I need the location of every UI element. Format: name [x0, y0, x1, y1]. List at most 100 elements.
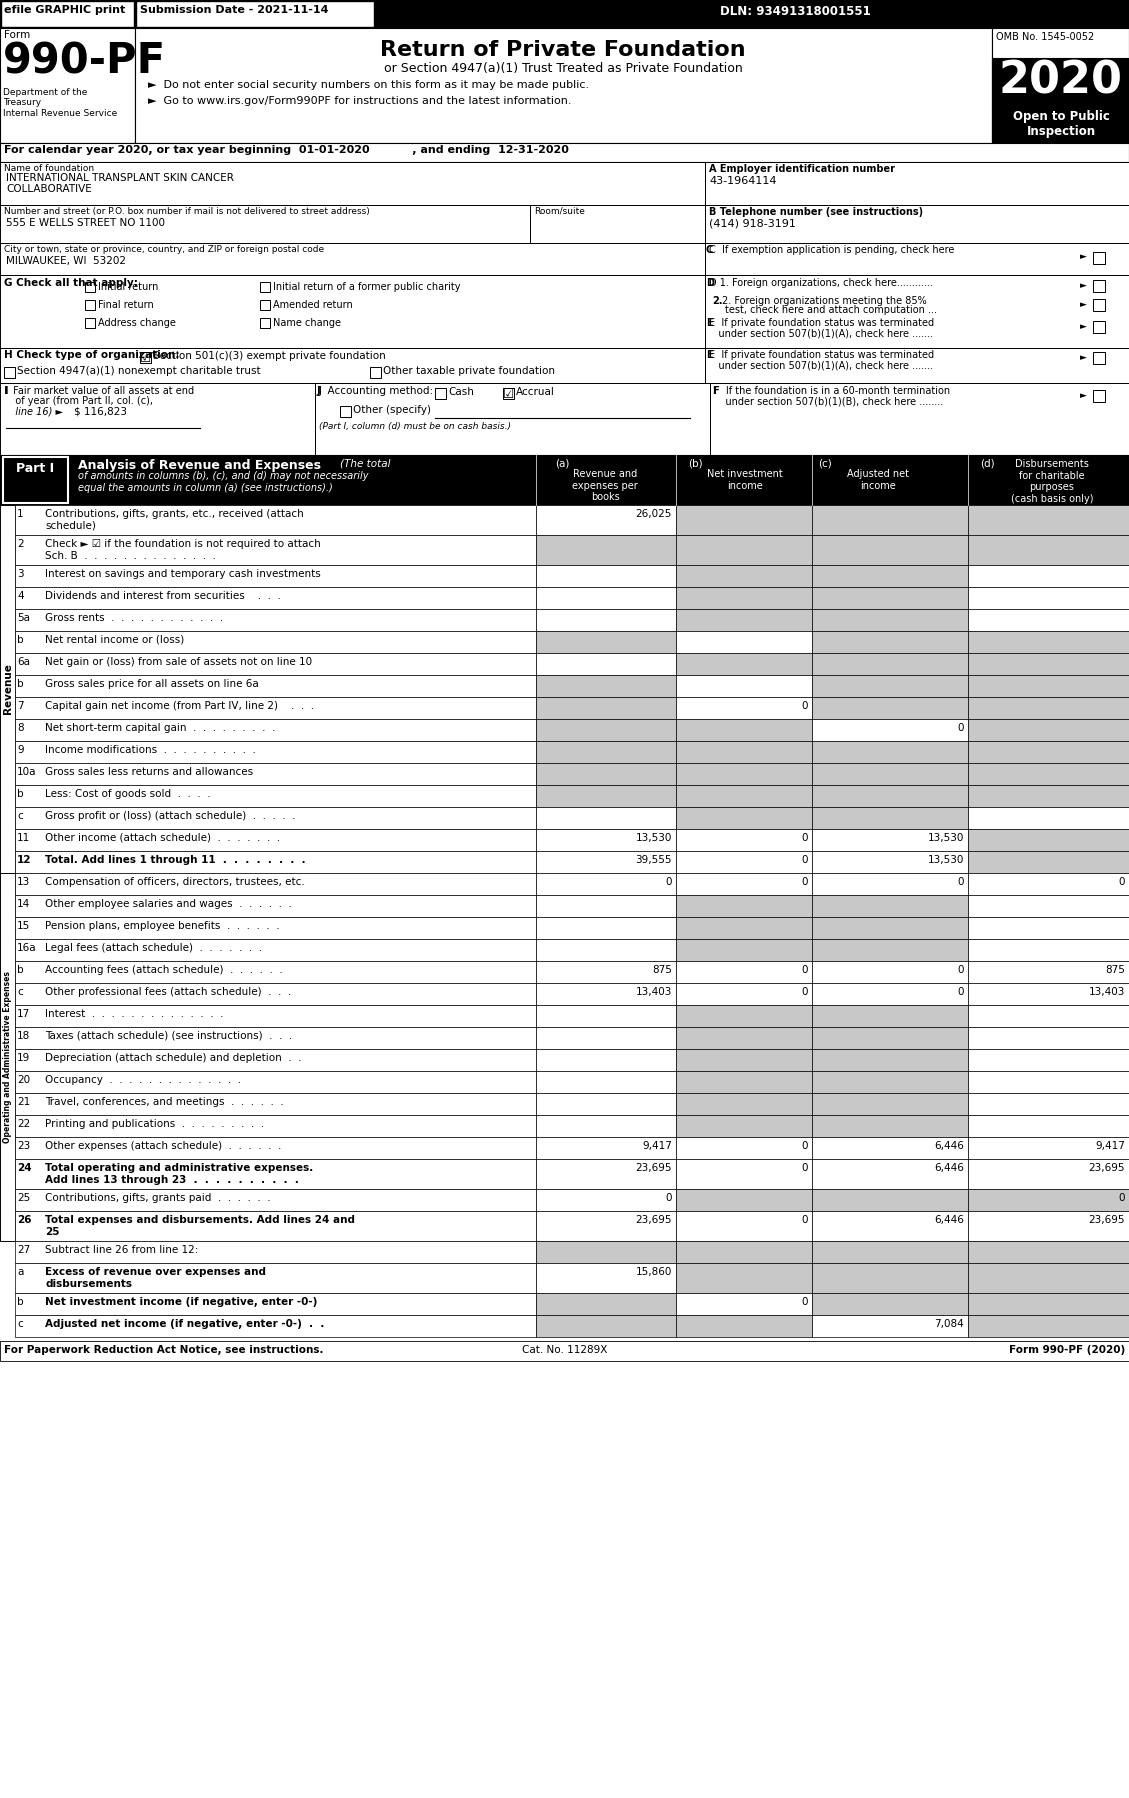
Text: 990-PF: 990-PF: [3, 40, 166, 83]
Text: 43-1964114: 43-1964114: [709, 176, 777, 185]
Bar: [676, 698, 812, 719]
Bar: [968, 960, 1129, 984]
Bar: [15, 1048, 536, 1072]
Text: Interest  .  .  .  .  .  .  .  .  .  .  .  .  .  .: Interest . . . . . . . . . . . . . .: [45, 1009, 224, 1019]
Text: 0: 0: [957, 723, 964, 734]
Text: Interest on savings and temporary cash investments: Interest on savings and temporary cash i…: [45, 568, 321, 579]
Bar: [536, 698, 676, 719]
Text: Section 4947(a)(1) nonexempt charitable trust: Section 4947(a)(1) nonexempt charitable …: [17, 367, 261, 376]
Text: b: b: [17, 635, 24, 645]
Bar: [536, 565, 676, 586]
Bar: [140, 352, 151, 363]
Bar: [15, 1072, 536, 1093]
Bar: [812, 984, 968, 1005]
Text: equal the amounts in column (a) (see instructions).): equal the amounts in column (a) (see ins…: [78, 484, 333, 493]
Bar: [812, 939, 968, 960]
Bar: [676, 741, 812, 762]
Bar: [812, 565, 968, 586]
Bar: [15, 1314, 536, 1338]
Bar: [536, 1048, 676, 1072]
Bar: [812, 674, 968, 698]
Text: E  If private foundation status was terminated: E If private foundation status was termi…: [709, 318, 934, 327]
Bar: [992, 29, 1129, 144]
Text: 17: 17: [17, 1009, 30, 1019]
Bar: [968, 536, 1129, 565]
Text: Amended return: Amended return: [273, 300, 352, 309]
Text: Initial return of a former public charity: Initial return of a former public charit…: [273, 282, 461, 291]
Bar: [0, 275, 704, 349]
Bar: [812, 1093, 968, 1115]
Bar: [968, 631, 1129, 653]
Bar: [536, 1115, 676, 1136]
Text: F: F: [712, 387, 719, 396]
Bar: [1093, 390, 1105, 403]
Bar: [812, 653, 968, 674]
Text: under section 507(b)(1)(A), check here .......: under section 507(b)(1)(A), check here .…: [709, 327, 934, 338]
Text: Taxes (attach schedule) (see instructions)  .  .  .: Taxes (attach schedule) (see instruction…: [45, 1030, 292, 1041]
Text: 2.: 2.: [712, 297, 723, 306]
Bar: [676, 1136, 812, 1160]
Bar: [968, 1072, 1129, 1093]
Bar: [968, 939, 1129, 960]
Bar: [812, 850, 968, 874]
Text: Gross sales less returns and allowances: Gross sales less returns and allowances: [45, 768, 253, 777]
Text: 555 E WELLS STREET NO 1100: 555 E WELLS STREET NO 1100: [6, 218, 165, 228]
Bar: [676, 1160, 812, 1188]
Text: Number and street (or P.O. box number if mail is not delivered to street address: Number and street (or P.O. box number if…: [5, 207, 370, 216]
Bar: [812, 1262, 968, 1293]
Text: ►: ►: [1080, 352, 1087, 361]
Bar: [968, 674, 1129, 698]
Text: 25: 25: [17, 1194, 30, 1203]
Bar: [812, 698, 968, 719]
Text: Other professional fees (attach schedule)  .  .  .: Other professional fees (attach schedule…: [45, 987, 291, 998]
Text: Total. Add lines 1 through 11  .  .  .  .  .  .  .  .: Total. Add lines 1 through 11 . . . . . …: [45, 856, 306, 865]
Bar: [968, 829, 1129, 850]
Bar: [710, 383, 1129, 455]
Bar: [812, 1072, 968, 1093]
Text: (414) 918-3191: (414) 918-3191: [709, 218, 796, 228]
Text: E  If private foundation status was terminated: E If private foundation status was termi…: [709, 351, 934, 360]
Bar: [676, 1188, 812, 1212]
Bar: [536, 1262, 676, 1293]
Text: H Check type of organization:: H Check type of organization:: [5, 351, 180, 360]
Text: 6,446: 6,446: [934, 1163, 964, 1172]
Bar: [676, 610, 812, 631]
Bar: [15, 536, 536, 565]
Bar: [85, 282, 95, 291]
Bar: [968, 1005, 1129, 1027]
Bar: [0, 505, 15, 874]
Bar: [812, 1115, 968, 1136]
Bar: [676, 829, 812, 850]
Bar: [15, 917, 536, 939]
Bar: [812, 874, 968, 895]
Bar: [315, 383, 710, 455]
Text: Other income (attach schedule)  .  .  .  .  .  .  .: Other income (attach schedule) . . . . .…: [45, 832, 280, 843]
Text: Less: Cost of goods sold  .  .  .  .: Less: Cost of goods sold . . . .: [45, 789, 211, 798]
Bar: [0, 1341, 1129, 1361]
Text: Pension plans, employee benefits  .  .  .  .  .  .: Pension plans, employee benefits . . . .…: [45, 921, 280, 931]
Bar: [536, 807, 676, 829]
Bar: [15, 984, 536, 1005]
Bar: [812, 1212, 968, 1241]
Text: 2020: 2020: [999, 59, 1123, 102]
Text: B Telephone number (see instructions): B Telephone number (see instructions): [709, 207, 924, 218]
Text: 6a: 6a: [17, 656, 30, 667]
Bar: [812, 1027, 968, 1048]
Text: $ 116,823: $ 116,823: [75, 406, 126, 415]
Bar: [812, 1136, 968, 1160]
Text: Open to Public
Inspection: Open to Public Inspection: [1013, 110, 1110, 138]
Text: MILWAUKEE, WI  53202: MILWAUKEE, WI 53202: [6, 255, 126, 266]
Text: 7,084: 7,084: [935, 1320, 964, 1329]
Text: 875: 875: [1105, 966, 1124, 975]
Text: Room/suite: Room/suite: [534, 207, 585, 216]
Bar: [968, 1027, 1129, 1048]
Bar: [968, 984, 1129, 1005]
Bar: [536, 653, 676, 674]
Text: OMB No. 1545-0052: OMB No. 1545-0052: [996, 32, 1094, 41]
Bar: [15, 960, 536, 984]
Text: I  Fair market value of all assets at end: I Fair market value of all assets at end: [5, 387, 194, 396]
Text: 6,446: 6,446: [934, 1142, 964, 1151]
Bar: [812, 1188, 968, 1212]
Bar: [812, 807, 968, 829]
Bar: [812, 1005, 968, 1027]
